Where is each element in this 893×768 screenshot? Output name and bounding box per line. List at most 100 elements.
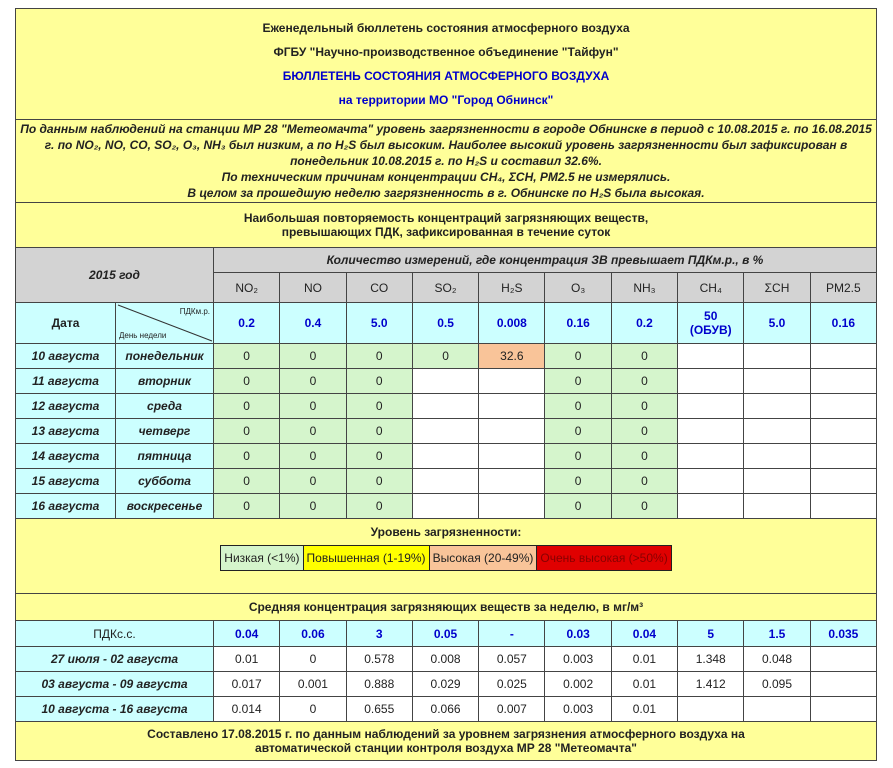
daily-row: 10 августа понедельник 0 0 0 0 32.6 0 0: [15, 343, 878, 369]
daily-row: 11 августа вторник 0 0 0 0 0: [15, 368, 878, 394]
daily-value: 0: [212, 493, 281, 519]
daily-value: 0: [279, 393, 347, 419]
bulletin: Еженедельный бюллетень состояния атмосфе…: [15, 8, 878, 761]
daily-value: [809, 343, 878, 369]
weekday-cell: пятница: [115, 443, 214, 469]
weekly-value: 0.008: [411, 646, 480, 672]
weekly-value: 1.348: [677, 646, 745, 672]
daily-value: [478, 493, 546, 519]
daily-value: [809, 368, 878, 394]
pdk-ss-value: 0.05: [411, 620, 480, 647]
daily-value: 0: [279, 368, 347, 394]
daily-value: 0: [345, 418, 413, 444]
daily-value: [677, 418, 745, 444]
pollutant-header: PM2.5: [809, 272, 878, 303]
weekly-value: 1.412: [677, 671, 745, 697]
daily-value: [411, 443, 480, 469]
weekly-row: 03 августа - 09 августа 0.017 0.001 0.888 0.…: [15, 671, 878, 697]
daily-value: 0: [411, 343, 480, 369]
pollutant-header: NO: [279, 272, 347, 303]
daily-value: 0: [279, 468, 347, 494]
header: Еженедельный бюллетень состояния атмосфе…: [15, 8, 877, 120]
weekly-value: 0.01: [610, 646, 679, 672]
pdk-ss-value: 0.06: [279, 620, 347, 647]
weekly-value: [809, 696, 878, 722]
legend: Уровень загрязненности: Низкая (<1%) Повы…: [15, 518, 877, 594]
weekday-cell: суббота: [115, 468, 214, 494]
period-cell: 10 августа - 16 августа: [15, 696, 214, 722]
daily-value: 0: [544, 493, 612, 519]
date-cell: 12 августа: [15, 393, 116, 419]
pollutant-header: SO₂: [411, 272, 480, 303]
daily-value: 0: [345, 468, 413, 494]
daily-value: 0: [544, 418, 612, 444]
daily-value: [809, 468, 878, 494]
daily-value: 0: [212, 443, 281, 469]
weekly-value: 0.066: [411, 696, 480, 722]
weekly-value: 0.003: [544, 696, 612, 722]
weekly-value: 0.001: [279, 671, 347, 697]
pdk-mr-value: 0.16: [809, 302, 878, 344]
weekly-value: 0: [279, 646, 347, 672]
period-cell: 03 августа - 09 августа: [15, 671, 214, 697]
daily-value: 0: [345, 393, 413, 419]
pollutant-header: CO: [345, 272, 413, 303]
daily-row: 12 августа среда 0 0 0 0 0: [15, 393, 878, 419]
legend-item: Высокая (20-49%): [428, 545, 538, 571]
daily-value: [743, 443, 811, 469]
daily-value: [677, 468, 745, 494]
daily-value: [677, 393, 745, 419]
weekday-cell: четверг: [115, 418, 214, 444]
weekly-value: 0.655: [345, 696, 413, 722]
pollutant-header: NO₂: [212, 272, 281, 303]
pdk-mr-value: 0.4: [279, 302, 347, 344]
weekly-value: 0.017: [212, 671, 281, 697]
weekly-value: 0: [279, 696, 347, 722]
daily-value: 0: [610, 418, 679, 444]
bulletin-table: Еженедельный бюллетень состояния атмосфе…: [15, 8, 878, 761]
weekly-value: 0.888: [345, 671, 413, 697]
daily-value: 0: [279, 443, 347, 469]
weekday-cell: вторник: [115, 368, 214, 394]
pollutant-header: O₃: [544, 272, 612, 303]
weekday-label: День недели: [119, 331, 167, 340]
daily-value: [677, 343, 745, 369]
period-cell: 27 июля - 02 августа: [15, 646, 214, 672]
pdk-mr-value: 0.008: [478, 302, 546, 344]
pdk-ss-value: 0.035: [809, 620, 878, 647]
weekly-value: 0.01: [212, 646, 281, 672]
weekly-value: [677, 696, 745, 722]
daily-value: 0: [212, 418, 281, 444]
date-cell: 13 августа: [15, 418, 116, 444]
daily-value: [478, 418, 546, 444]
daily-value: 0: [610, 443, 679, 469]
pdk-mr-value: 0.5: [411, 302, 480, 344]
section1-title: Наибольшая повторяемость концентраций за…: [15, 202, 877, 248]
pollutant-header: H₂S: [478, 272, 546, 303]
diag-header: ПДКм.р. День недели: [115, 302, 214, 344]
daily-value: [677, 443, 745, 469]
summary-p3: В целом за прошедшую неделю загрязненнос…: [187, 186, 705, 200]
pdk-ss-value: 1.5: [743, 620, 811, 647]
daily-value: [809, 418, 878, 444]
daily-value: 0: [345, 343, 413, 369]
daily-value: 0: [544, 393, 612, 419]
daily-value: 0: [345, 493, 413, 519]
daily-value: 0: [610, 493, 679, 519]
daily-value: [411, 493, 480, 519]
daily-value: [411, 393, 480, 419]
pdk-ss-value: 5: [677, 620, 745, 647]
date-cell: 10 августа: [15, 343, 116, 369]
pdk-ss-value: 3: [345, 620, 413, 647]
daily-value: 0: [212, 393, 281, 419]
footer: Составлено 17.08.2015 г. по данным наблю…: [15, 721, 877, 761]
header-line4: на территории МО "Город Обнинск": [338, 93, 554, 107]
daily-value: [743, 468, 811, 494]
daily-value: [677, 493, 745, 519]
pdk-ss-value: 0.03: [544, 620, 612, 647]
date-cell: 11 августа: [15, 368, 116, 394]
daily-value: [411, 418, 480, 444]
pdk-mr-value: 5.0: [345, 302, 413, 344]
daily-value: 0: [345, 443, 413, 469]
weekly-value: 0.095: [743, 671, 811, 697]
